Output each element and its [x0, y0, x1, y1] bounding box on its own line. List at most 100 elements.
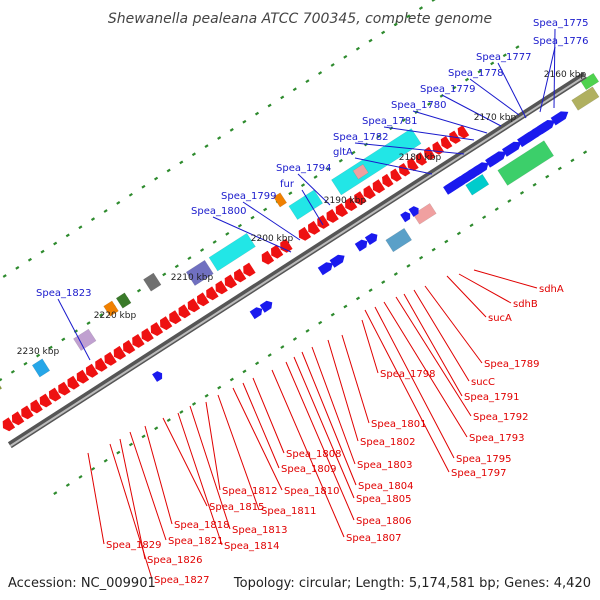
- forward-gene-label: Spea_1823: [36, 288, 91, 299]
- cog-block-energy-production: [288, 189, 324, 220]
- forward-gene-arrow: [317, 262, 333, 276]
- forward-leader-line: [354, 142, 465, 155]
- reverse-leader-line: [217, 394, 260, 511]
- tick-outer: [166, 418, 171, 422]
- tick-innermost: [15, 265, 20, 270]
- cog-block-lipid: [103, 300, 119, 317]
- label-leaders: [57, 28, 556, 580]
- forward-gene-label: Spea_1777: [476, 52, 531, 63]
- reverse-gene-arrow: [243, 262, 256, 277]
- reverse-gene-arrow: [457, 125, 470, 139]
- reverse-gene-label: Spea_1812: [222, 486, 277, 497]
- reverse-gene-label: Spea_1821: [168, 536, 223, 547]
- reverse-gene-arrow: [317, 215, 330, 229]
- tick-outer: [179, 410, 184, 414]
- reverse-leader-line: [129, 431, 167, 541]
- tick-innermost: [90, 217, 96, 222]
- tick-inner: [237, 223, 242, 228]
- tick-innermost: [292, 87, 297, 92]
- reverse-gene-label: Spea_1789: [484, 359, 539, 370]
- reverse-gene-arrow: [113, 345, 127, 360]
- tick-inner: [263, 207, 268, 212]
- tick-inner: [490, 61, 495, 66]
- tick-innermost: [393, 22, 398, 27]
- tick-innermost: [116, 201, 121, 205]
- forward-gene-arrow: [152, 371, 163, 382]
- tick-outer: [65, 483, 70, 487]
- forward-leader-line: [242, 201, 301, 241]
- reverse-gene-label: Spea_1805: [356, 494, 411, 505]
- tick-innermost: [65, 233, 70, 238]
- forward-leader-line: [301, 189, 324, 226]
- reverse-gene-arrow: [85, 363, 99, 378]
- reverse-leader-line: [413, 289, 470, 382]
- tick-outer: [456, 231, 461, 236]
- tick-outer: [78, 475, 83, 479]
- forward-gene-arrow: [502, 141, 522, 157]
- kbp-labels: 2160 kbp 2170 kbp 2180 kbp 2190 kbp 2200 kbp…: [17, 70, 587, 357]
- tick-outer: [368, 288, 373, 293]
- kbp-label: 2210 kbp: [171, 273, 214, 283]
- reverse-leader-line: [473, 269, 538, 289]
- tick-outer: [406, 264, 411, 268]
- reverse-gene-arrow: [440, 136, 453, 150]
- reverse-gene-arrow: [178, 304, 191, 319]
- reverse-gene-label: Spea_1809: [281, 464, 336, 475]
- cog-block-lipid: [273, 192, 288, 208]
- tick-inner: [326, 167, 331, 171]
- reverse-gene-arrow: [197, 292, 210, 307]
- kbp-label: 2230 kbp: [17, 347, 60, 357]
- tick-inner: [0, 378, 3, 382]
- reverse-leader-line: [293, 356, 355, 499]
- tick-outer: [217, 385, 222, 390]
- tick-innermost: [267, 103, 272, 108]
- tick-innermost: [154, 176, 159, 181]
- reverse-gene-label: Spea_1815: [209, 502, 264, 513]
- tick-innermost: [343, 54, 348, 59]
- reverse-gene-arrow: [372, 179, 386, 194]
- forward-gene-label: gltA: [333, 147, 353, 158]
- reverse-leader-line: [383, 301, 468, 438]
- tick-innermost: [166, 168, 171, 173]
- tick-outer: [141, 434, 146, 439]
- kbp-label: 2220 kbp: [94, 311, 137, 321]
- reverse-gene-arrow: [76, 369, 90, 384]
- reverse-gene-arrow: [280, 238, 293, 253]
- tick-outer: [444, 239, 449, 244]
- forward-leader-line: [539, 46, 556, 113]
- tick-innermost: [78, 225, 83, 230]
- tick-outer: [343, 304, 348, 309]
- reverse-gene-arrow: [150, 322, 164, 336]
- reverse-leader-line: [119, 438, 146, 560]
- reverse-gene-label: Spea_1826: [147, 555, 202, 566]
- forward-gene-arrow: [364, 233, 378, 245]
- reverse-gene-label: Spea_1804: [358, 481, 413, 492]
- forward-gene-label: Spea_1778: [448, 68, 503, 79]
- reverse-gene-arrow: [187, 298, 201, 313]
- tick-inner: [174, 264, 179, 269]
- forward-gene-arrow: [468, 165, 484, 179]
- tick-inner: [376, 134, 381, 139]
- tick-outer: [330, 312, 335, 317]
- tick-innermost: [330, 63, 335, 67]
- tick-inner: [464, 77, 470, 82]
- reverse-leader-line: [341, 334, 370, 424]
- tick-outer: [242, 369, 247, 374]
- tick-inner: [86, 321, 91, 325]
- tick-innermost: [141, 184, 146, 189]
- forward-gene-arrow: [249, 307, 263, 320]
- reverse-gene-arrow: [123, 340, 136, 354]
- forward-leader-line: [441, 94, 502, 127]
- forward-gene-label: Spea_1775: [533, 18, 588, 29]
- reverse-leader-line: [403, 293, 463, 397]
- tick-outer: [519, 190, 525, 195]
- forward-gene-arrow: [259, 300, 273, 313]
- tick-innermost: [431, 0, 436, 2]
- tick-innermost: [217, 136, 222, 140]
- cog-block-coenzyme: [0, 385, 3, 390]
- cog-feature-track: [0, 72, 600, 390]
- reverse-gene-label: Spea_1795: [456, 454, 511, 465]
- tick-innermost: [381, 30, 386, 35]
- tick-inner: [225, 231, 230, 236]
- forward-gene-arrow: [453, 176, 466, 189]
